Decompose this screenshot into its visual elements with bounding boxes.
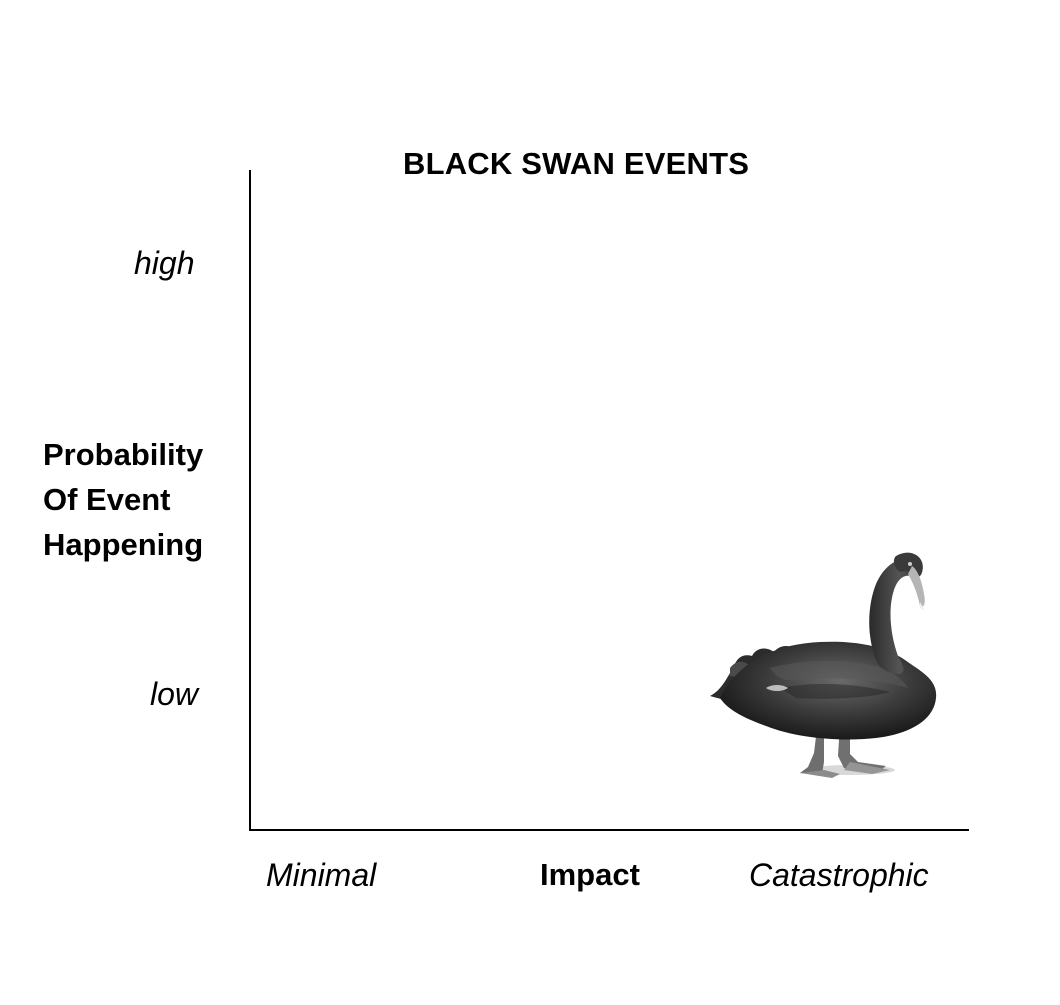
- y-axis-title: Probability Of Event Happening: [43, 432, 203, 567]
- x-axis-max-label: Catastrophic: [749, 857, 929, 893]
- y-axis-title-line: Happening: [43, 527, 204, 562]
- x-axis-line: [249, 829, 969, 831]
- y-axis-high-label: high: [134, 245, 195, 281]
- diagram-title: BLACK SWAN EVENTS: [403, 146, 750, 181]
- x-axis-min-label: Minimal: [266, 857, 377, 893]
- y-axis-title-line: Of Event: [43, 482, 171, 517]
- x-axis-title: Impact: [540, 857, 640, 892]
- black-swan-icon: [700, 548, 945, 788]
- y-axis-line: [249, 170, 251, 831]
- y-axis-low-label: low: [150, 676, 199, 712]
- y-axis-title-line: Probability: [43, 437, 204, 472]
